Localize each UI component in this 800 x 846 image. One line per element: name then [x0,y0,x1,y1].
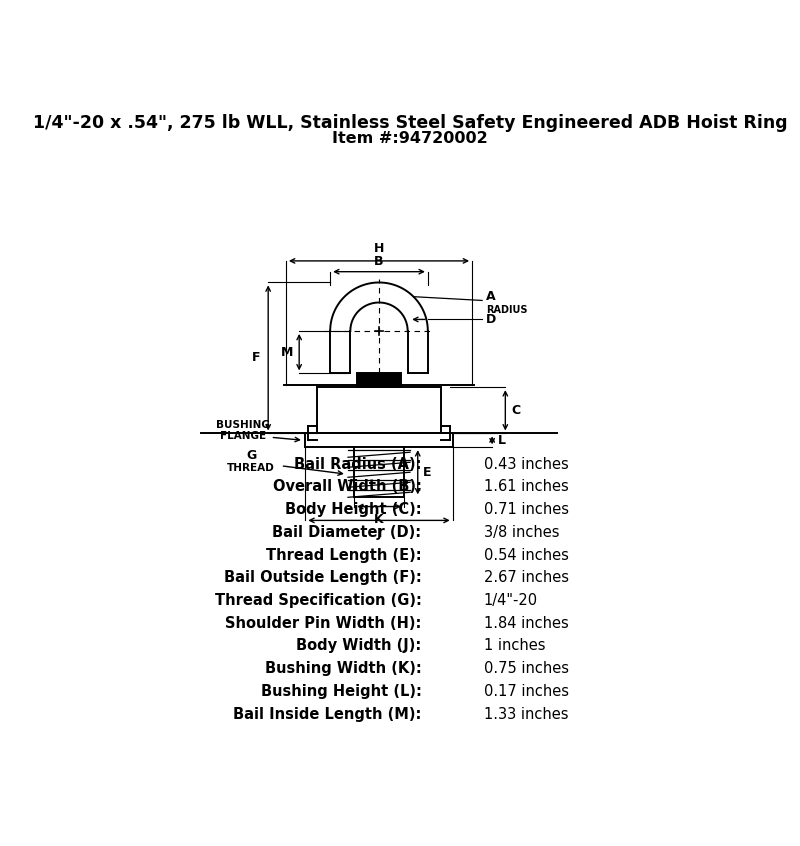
Bar [358,373,401,387]
Text: B: B [374,255,384,268]
Text: F: F [252,351,261,365]
Text: Bushing Width (K):: Bushing Width (K): [265,661,422,676]
Text: 0.17 inches: 0.17 inches [484,684,569,699]
Text: THREAD: THREAD [227,463,275,473]
Text: Overall Width (B):: Overall Width (B): [273,480,422,494]
Bar [317,387,441,433]
Text: K: K [374,513,384,525]
Text: BUSHING: BUSHING [217,420,270,430]
Text: D: D [486,313,496,326]
Text: Bail Diameter (D):: Bail Diameter (D): [273,525,422,540]
Text: Shoulder Pin Width (H):: Shoulder Pin Width (H): [226,616,422,631]
Text: Body Width (J):: Body Width (J): [296,639,422,653]
Text: 3/8 inches: 3/8 inches [484,525,559,540]
Text: Body Height (C):: Body Height (C): [285,503,422,517]
Text: C: C [511,404,521,417]
Text: Bail Inside Length (M):: Bail Inside Length (M): [234,706,422,722]
Text: Thread Length (E):: Thread Length (E): [266,547,422,563]
Text: 1/4"-20: 1/4"-20 [484,593,538,608]
Text: 1.84 inches: 1.84 inches [484,616,568,631]
Text: 0.43 inches: 0.43 inches [484,457,568,472]
Text: 1/4"-20 x .54", 275 lb WLL, Stainless Steel Safety Engineered ADB Hoist Ring: 1/4"-20 x .54", 275 lb WLL, Stainless St… [33,114,787,132]
Text: 1.33 inches: 1.33 inches [484,706,568,722]
Text: 0.54 inches: 0.54 inches [484,547,569,563]
Text: J: J [377,526,382,540]
Text: 1 inches: 1 inches [484,639,545,653]
Text: Bail Radius (A):: Bail Radius (A): [294,457,422,472]
Text: 0.71 inches: 0.71 inches [484,503,569,517]
Text: 2.67 inches: 2.67 inches [484,570,569,585]
Text: G: G [246,449,256,462]
Text: FLANGE: FLANGE [220,431,266,441]
Text: Bushing Height (L):: Bushing Height (L): [261,684,422,699]
Text: RADIUS: RADIUS [486,305,527,316]
Text: Thread Specification (G):: Thread Specification (G): [214,593,422,608]
Text: M: M [281,346,293,359]
Text: E: E [422,466,431,479]
Text: L: L [498,434,506,447]
Text: Bail Outside Length (F):: Bail Outside Length (F): [224,570,422,585]
Text: H: H [374,242,384,255]
Text: 0.75 inches: 0.75 inches [484,661,569,676]
Text: Item #:94720002: Item #:94720002 [332,131,488,146]
Text: A: A [486,290,495,303]
Text: 1.61 inches: 1.61 inches [484,480,568,494]
